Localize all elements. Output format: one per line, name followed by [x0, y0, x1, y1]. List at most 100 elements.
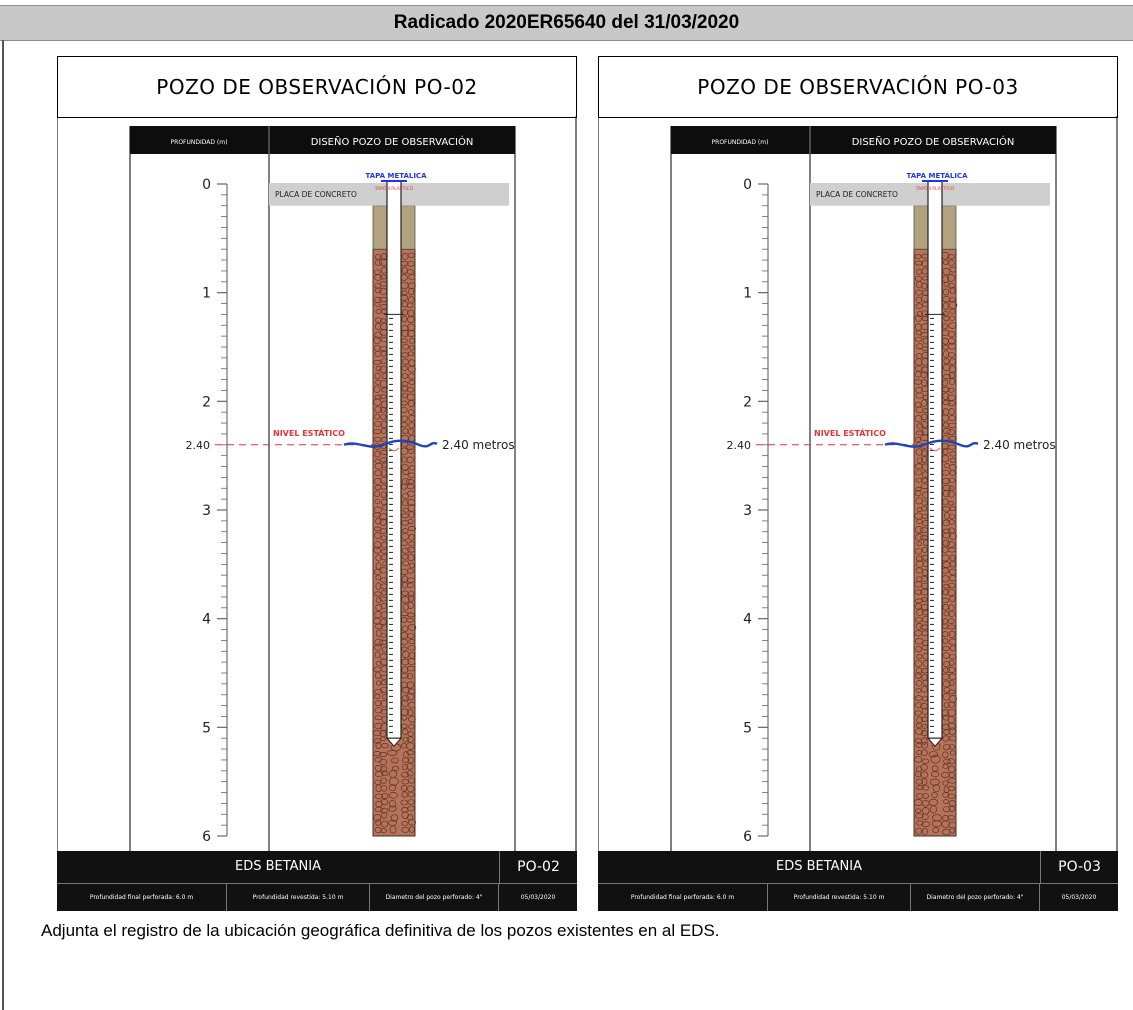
gravel-particle — [920, 399, 928, 407]
gravel-particle — [402, 372, 409, 379]
gravel-particle — [947, 500, 955, 506]
gravel-particle — [949, 735, 957, 742]
well-code: PO-03 — [1058, 859, 1101, 875]
gravel-particle — [372, 751, 382, 757]
gravel-particle — [947, 814, 955, 821]
gravel-particle — [380, 349, 387, 357]
gravel-particle — [374, 477, 382, 485]
gravel-particle — [380, 807, 389, 814]
date-text: 05/03/2020 — [1061, 894, 1097, 901]
gravel-particle — [942, 532, 952, 539]
gravel-particle — [388, 805, 397, 812]
gravel-particle — [949, 451, 957, 457]
water-level-line — [343, 439, 438, 448]
gravel-particle — [373, 336, 381, 345]
gravel-particle — [942, 427, 951, 435]
gravel-particle — [950, 644, 956, 652]
gravel-particle — [402, 392, 409, 399]
gravel-particle — [375, 741, 382, 750]
diameter-text: Diametro del pozo perforado: 4" — [370, 884, 499, 911]
gravel-particle — [380, 414, 387, 421]
gravel-particle — [401, 699, 409, 708]
gravel-particle — [407, 472, 416, 478]
gravel-particle — [947, 624, 956, 630]
metal-cap-label: TAPA METÁLICA — [365, 171, 427, 180]
gravel-particle — [409, 651, 415, 660]
gravel-particle — [915, 688, 922, 694]
gravel-particle — [942, 363, 951, 372]
gravel-particle — [406, 577, 416, 583]
gravel-particle — [948, 283, 955, 289]
gravel-particle — [374, 643, 382, 651]
gravel-particle — [408, 715, 416, 723]
gravel-particle — [408, 274, 416, 281]
gravel-particle — [928, 751, 938, 758]
gravel-particle — [407, 525, 417, 531]
gravel-particle — [947, 547, 957, 553]
site-name: EDS BETANIA — [57, 851, 500, 883]
depth-tick-label: 0 — [202, 177, 211, 193]
gravel-particle — [407, 351, 415, 357]
gravel-particle — [948, 337, 956, 345]
gravel-particle — [942, 638, 949, 644]
gravel-particle — [915, 722, 922, 729]
gravel-particle — [916, 820, 924, 826]
gravel-particle — [402, 343, 410, 350]
gravel-particle — [915, 555, 924, 562]
gravel-particle — [915, 533, 924, 541]
slab-label: PLACA DE CONCRETO — [816, 190, 898, 199]
gravel-particle — [921, 784, 930, 791]
gravel-particle — [949, 568, 957, 576]
depth-tick-label: 3 — [743, 503, 752, 519]
gravel-particle — [375, 629, 382, 638]
depth-tick-label: 2 — [202, 394, 211, 410]
gravel-particle — [406, 633, 415, 639]
gravel-particle — [373, 436, 382, 442]
gravel-particle — [380, 799, 389, 806]
gravel-particle — [949, 827, 956, 834]
gravel-particle — [407, 791, 415, 798]
gravel-particle — [948, 800, 957, 808]
slab-label: PLACA DE CONCRETO — [275, 190, 357, 199]
gravel-particle — [401, 771, 410, 778]
gravel-particle — [374, 623, 383, 630]
gravel-particle — [374, 406, 383, 414]
gravel-particle — [401, 590, 409, 596]
gravel-particle — [406, 387, 415, 393]
gravel-particle — [407, 799, 415, 805]
depth-tick-label: 6 — [743, 829, 752, 845]
gravel-particle — [916, 716, 923, 724]
gravel-particle — [920, 505, 928, 512]
gravel-particle — [914, 710, 922, 716]
gravel-particle — [943, 315, 950, 322]
depth-tick-label: 4 — [743, 612, 752, 628]
gravel-particle — [408, 345, 415, 351]
gravel-particle — [408, 414, 416, 422]
gravel-particle — [381, 812, 388, 819]
gravel-particle — [408, 541, 416, 547]
gravel-particle — [914, 365, 923, 372]
gravel-particle — [914, 659, 923, 668]
gravel-particle — [946, 541, 956, 548]
gravel-particle — [407, 309, 415, 318]
static-level-value-text: 2.40 metros — [442, 438, 515, 452]
well-diagram: PROFUNDIDAD (m) DISEÑO POZO DE OBSERVACIÓ… — [598, 116, 1118, 851]
gravel-particle — [942, 763, 949, 769]
gravel-particle — [948, 519, 955, 525]
page-left-rule — [2, 40, 4, 1010]
depth-tick-label: 1 — [202, 286, 211, 302]
gravel-particle — [402, 737, 410, 743]
gravel-particle — [914, 813, 924, 819]
gravel-particle — [379, 407, 387, 413]
gravel-particle — [374, 462, 384, 470]
gravel-particle — [402, 358, 409, 365]
gravel-particle — [948, 301, 958, 309]
gravel-particle — [401, 743, 408, 749]
gravel-particle — [915, 477, 923, 483]
gravel-particle — [915, 778, 923, 785]
gravel-particle — [915, 728, 924, 735]
gravel-particle — [916, 457, 923, 464]
gravel-particle — [407, 553, 415, 562]
gravel-particle — [379, 518, 387, 526]
gravel-particle — [402, 428, 409, 435]
